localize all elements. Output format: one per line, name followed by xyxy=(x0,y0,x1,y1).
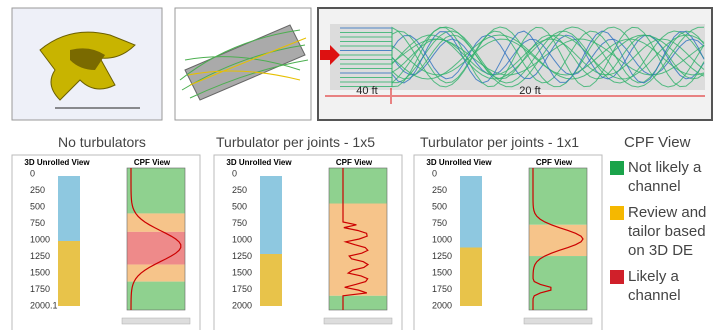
slide: 40 ft 20 ft 3D Unrolled View CPF View 0 250… xyxy=(0,0,721,330)
cpf-band xyxy=(127,232,185,265)
cpf-band xyxy=(329,296,387,310)
depth-label: 1250 xyxy=(432,251,452,261)
panel-title: CPF View xyxy=(536,158,573,167)
depth-label: 750 xyxy=(432,218,447,228)
depth-label: 2000.1 xyxy=(30,300,58,310)
depth-label: 500 xyxy=(232,201,247,211)
depth-label: 1000 xyxy=(432,234,452,244)
legend-swatch xyxy=(610,270,624,284)
legend-label: Review and tailor based on 3D DE xyxy=(628,203,718,260)
depth-label: 750 xyxy=(232,218,247,228)
depth-label: 1750 xyxy=(232,284,252,294)
unrolled-sand xyxy=(460,248,482,307)
depth-label: 2000 xyxy=(232,300,252,310)
depth-label: 500 xyxy=(30,201,45,211)
panel-title: CPF View xyxy=(134,158,171,167)
depth-label: 1000 xyxy=(30,234,50,244)
legend-item: Review and tailor based on 3D DE xyxy=(610,203,718,260)
legend-swatch xyxy=(610,206,624,220)
dimension-label: 40 ft xyxy=(356,85,377,97)
cpf-band xyxy=(329,204,387,296)
legend-item: Not likely a channel xyxy=(610,158,718,196)
panel-title: CPF View xyxy=(336,158,373,167)
panel-title: 3D Unrolled View xyxy=(426,158,492,167)
depth-label: 1250 xyxy=(232,251,252,261)
depth-label: 250 xyxy=(232,185,247,195)
depth-label: 1500 xyxy=(30,267,50,277)
scroll-bar xyxy=(324,318,392,324)
depth-label: 250 xyxy=(30,185,45,195)
depth-label: 2000 xyxy=(432,300,452,310)
scroll-bar xyxy=(122,318,190,324)
caption: Turbulator per joints - 1x5 xyxy=(216,134,375,150)
depth-label: 1500 xyxy=(432,267,452,277)
depth-label: 500 xyxy=(432,201,447,211)
depth-label: 1750 xyxy=(432,284,452,294)
dimension-label: 20 ft xyxy=(519,85,540,97)
legend-items: Not likely a channel Review and tailor ba… xyxy=(610,158,718,305)
legend-title: CPF View xyxy=(610,134,718,151)
cpf-band xyxy=(127,213,185,231)
depth-label: 750 xyxy=(30,218,45,228)
panel-title: 3D Unrolled View xyxy=(226,158,292,167)
caption: No turbulators xyxy=(58,134,146,150)
unrolled-sand xyxy=(260,254,282,306)
depth-label: 0 xyxy=(30,168,35,178)
cpf-band xyxy=(127,168,185,213)
legend-item: Likely a channel xyxy=(610,267,718,305)
panel-title: 3D Unrolled View xyxy=(24,158,90,167)
caption: Turbulator per joints - 1x1 xyxy=(420,134,579,150)
depth-label: 250 xyxy=(432,185,447,195)
depth-label: 1250 xyxy=(30,251,50,261)
unrolled-sand xyxy=(58,241,80,306)
legend-label: Not likely a channel xyxy=(628,158,718,196)
depth-label: 0 xyxy=(432,168,437,178)
legend-swatch xyxy=(610,161,624,175)
depth-label: 0 xyxy=(232,168,237,178)
depth-label: 1750 xyxy=(30,284,50,294)
cpf-band xyxy=(127,282,185,310)
depth-label: 1500 xyxy=(232,267,252,277)
legend: CPF View Not likely a channel Review and … xyxy=(610,134,718,305)
cpf-band xyxy=(329,168,387,204)
depth-label: 1000 xyxy=(232,234,252,244)
legend-label: Likely a channel xyxy=(628,267,718,305)
scroll-bar xyxy=(524,318,592,324)
